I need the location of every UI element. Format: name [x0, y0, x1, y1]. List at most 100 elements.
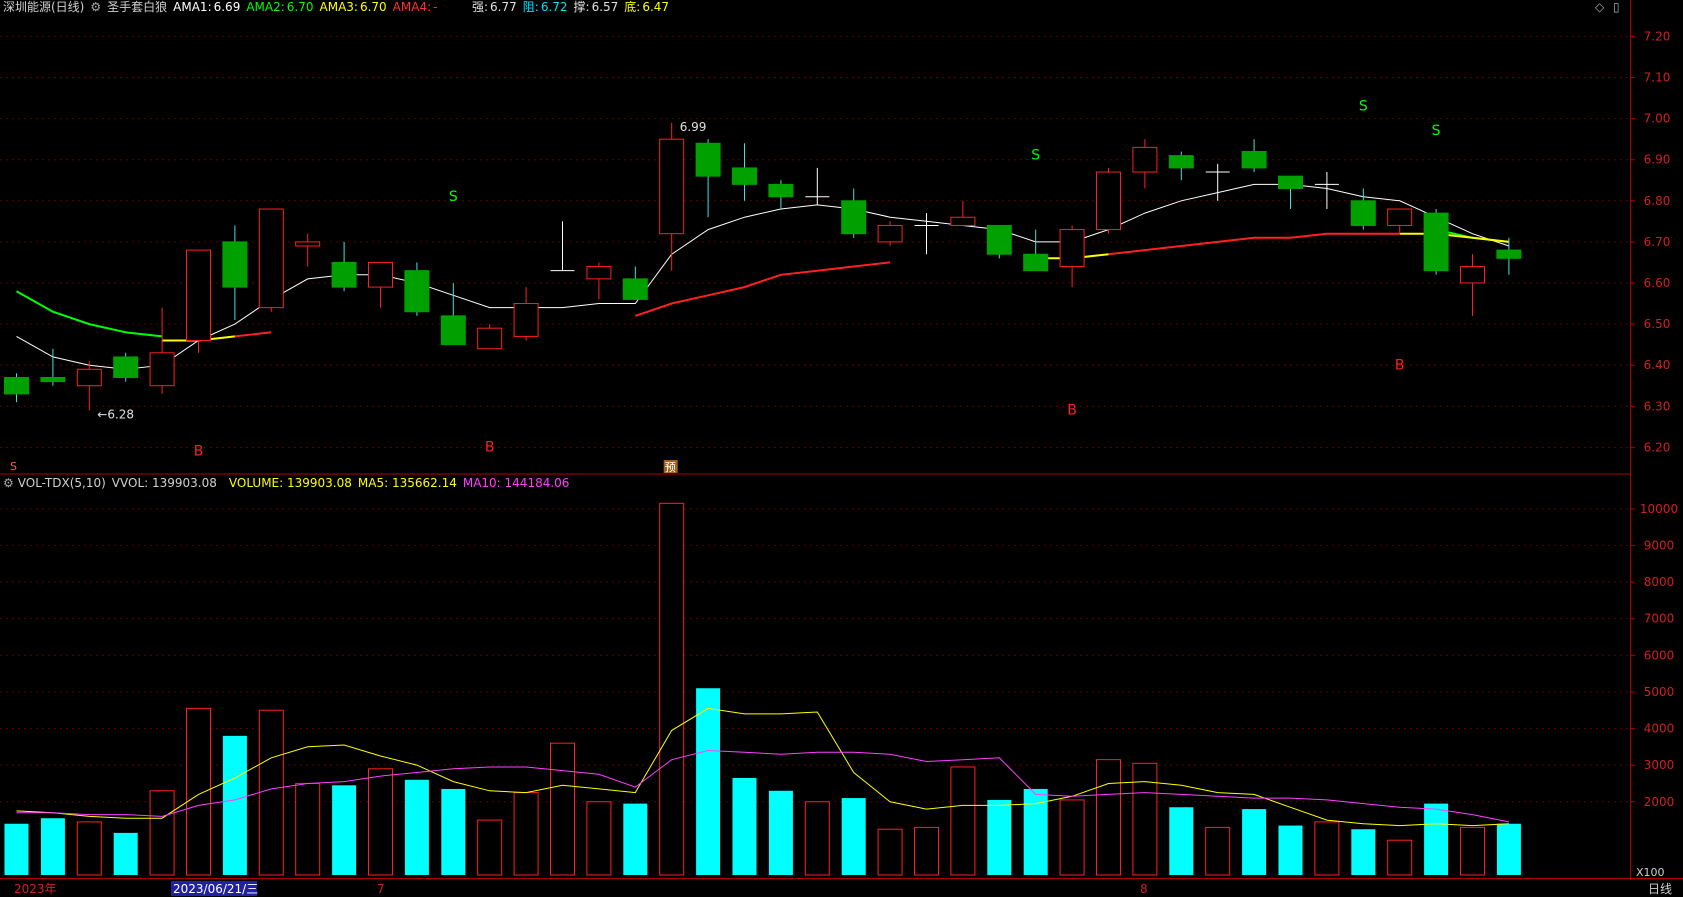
candle: [659, 122, 685, 271]
candle: [1387, 208, 1413, 234]
panel-toggle-icon[interactable]: ▯: [1613, 0, 1620, 14]
volume-bar: [659, 502, 685, 876]
ama4-readout: AMA4: -: [392, 0, 438, 14]
candle: [914, 213, 939, 255]
volume-bar: [804, 801, 830, 876]
ama3-readout: AMA3: 6.70: [319, 0, 387, 14]
candle-body: [732, 167, 757, 185]
candle: [331, 241, 357, 292]
vol-gear-icon[interactable]: ⚙: [3, 476, 14, 490]
candle: [986, 224, 1012, 259]
candle-body: [1059, 229, 1085, 268]
ama-line: [1399, 232, 1510, 243]
volume-bar: [623, 803, 648, 875]
signal-s: S: [1432, 123, 1441, 139]
signal-b: B: [194, 444, 204, 460]
support-readout: 撑: 6.57: [573, 0, 619, 14]
candle: [1168, 151, 1194, 181]
candle: [1205, 163, 1230, 201]
candle-body: [1387, 208, 1413, 226]
volume-bar: [477, 819, 503, 876]
candle: [768, 180, 794, 210]
candle: [40, 348, 66, 386]
ama1-readout: AMA1: 6.69: [173, 0, 241, 14]
candle-body: [404, 270, 430, 313]
candle-body: [950, 216, 976, 226]
candle-body: [1278, 175, 1303, 189]
candle: [586, 262, 612, 300]
candle: [1314, 172, 1339, 210]
indicator-gear-icon[interactable]: ⚙: [90, 0, 102, 14]
stock-title[interactable]: 深圳能源(日线): [3, 0, 85, 14]
volume-bar: [4, 823, 29, 875]
vol-indicator-name[interactable]: VOL-TDX(5,10): [17, 476, 106, 490]
candle: [4, 373, 29, 403]
candle-body: [1168, 155, 1194, 169]
volume-bar: [1496, 823, 1521, 875]
candle: [440, 282, 466, 346]
candle: [404, 262, 430, 316]
volume-bar: [1169, 807, 1194, 875]
price-tick-label: 7.00: [1644, 112, 1671, 126]
volume-bar: [914, 826, 939, 876]
volume-bar: [1387, 839, 1413, 876]
bottom-readout: 底: 6.47: [624, 0, 670, 14]
levels-header: 强: 6.77 阻: 6.72 撑: 6.57 底: 6.47: [472, 0, 675, 14]
volume-tick-label: 7000: [1644, 612, 1675, 626]
volume-bar: [1242, 809, 1267, 875]
candle: [186, 249, 211, 353]
price-tick-label: 6.40: [1644, 358, 1671, 372]
volume-bar: [1351, 829, 1376, 875]
candle: [1023, 229, 1049, 272]
volume-tick-label: 8000: [1644, 575, 1675, 589]
candle: [732, 143, 757, 201]
candle: [1423, 209, 1449, 275]
volume-tick-label: 3000: [1644, 758, 1675, 772]
candle: [1096, 167, 1121, 234]
volume-bar: [1460, 826, 1485, 876]
candle-body: [1423, 212, 1449, 272]
volume-bar: [186, 707, 211, 876]
candle-body: [1241, 150, 1267, 169]
candle-body: [1460, 266, 1485, 284]
volume-tick-label: 10000: [1640, 502, 1678, 516]
volume-tick-label: 9000: [1644, 538, 1675, 552]
candle: [950, 200, 976, 226]
ama-line: [16, 290, 163, 338]
price-header: 深圳能源(日线) ⚙ 圣手套白狼 AMA1: 6.69 AMA2: 6.70 AMA3: 6.7…: [3, 0, 443, 14]
price-tick-label: 6.60: [1644, 276, 1671, 290]
volume-header: ⚙ VOL-TDX(5,10) VVOL: 139903.08 VOLUME: 139…: [3, 476, 575, 490]
diamond-icon[interactable]: ◇: [1595, 0, 1605, 14]
candle: [1350, 188, 1376, 230]
candle-body: [368, 261, 393, 288]
candle: [477, 324, 503, 350]
yu-marker: 预: [665, 461, 676, 474]
candle-body: [440, 315, 466, 346]
candle: [149, 307, 175, 394]
candle-body: [258, 208, 284, 309]
volume-bar: [877, 828, 903, 876]
x-label-month-8: 8: [1140, 882, 1148, 896]
volume-bar: [258, 709, 284, 876]
x-label-year: 2023年: [14, 882, 57, 896]
candle-body: [841, 200, 867, 235]
candle-body: [659, 138, 685, 235]
candle-body: [113, 356, 139, 378]
price-tick-label: 6.90: [1644, 153, 1671, 167]
candle: [550, 221, 575, 272]
price-tick-label: 6.50: [1644, 317, 1671, 331]
ma5-readout: MA5: 135662.14: [357, 476, 457, 490]
volume-bar: [586, 801, 612, 876]
volume-bar: [149, 790, 175, 876]
candle: [295, 233, 321, 267]
candle: [1460, 254, 1485, 316]
candle-body: [622, 278, 648, 300]
candle-body: [877, 224, 903, 243]
volume-bar: [1278, 825, 1303, 875]
candle-body: [222, 241, 248, 288]
price-annotation: 6.99: [680, 120, 707, 134]
indicator-name[interactable]: 圣手套白狼: [107, 0, 168, 14]
signal-s: S: [1359, 98, 1368, 114]
strong-readout: 强: 6.77: [472, 0, 517, 14]
